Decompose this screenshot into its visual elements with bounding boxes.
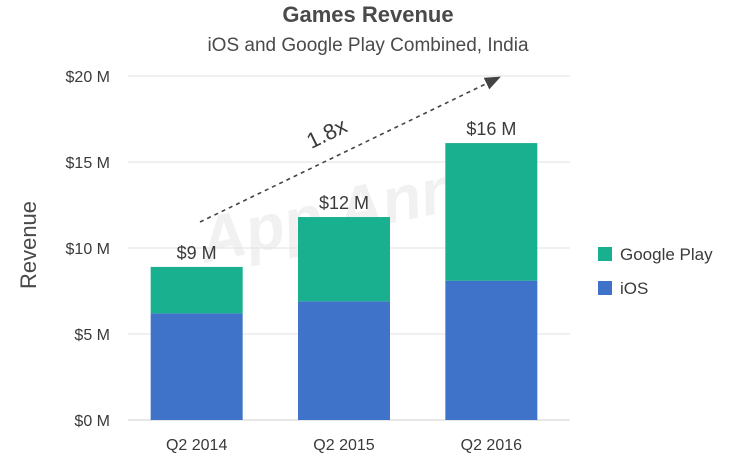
y-axis-label: Revenue (16, 201, 41, 289)
total-label: $16 M (466, 119, 516, 139)
x-tick-label: Q2 2015 (313, 437, 374, 454)
legend-label-google-play: Google Play (620, 245, 713, 264)
y-tick-label: $20 M (66, 69, 110, 86)
bar-google-play (150, 266, 243, 314)
chart-subtitle: iOS and Google Play Combined, India (207, 35, 529, 56)
x-axis-ticks: Q2 2014 Q2 2015 Q2 2016 (166, 437, 522, 454)
y-tick-label: $10 M (66, 241, 110, 258)
bar-google-play (298, 217, 390, 302)
y-tick-label: $5 M (74, 327, 110, 344)
total-label: $12 M (319, 193, 369, 213)
legend: Google Play iOS (598, 245, 713, 298)
bars (150, 143, 538, 420)
bar-ios (298, 301, 390, 420)
bar-ios (150, 313, 243, 420)
x-tick-label: Q2 2014 (166, 437, 227, 454)
legend-label-ios: iOS (620, 279, 648, 298)
growth-arrow (199, 76, 501, 223)
bar-google-play (445, 143, 538, 281)
chart-title: Games Revenue (282, 2, 453, 27)
y-tick-label: $0 M (74, 413, 110, 430)
x-tick-label: Q2 2016 (461, 437, 522, 454)
y-axis-ticks: $0 M $5 M $10 M $15 M $20 M (66, 69, 110, 430)
total-label: $9 M (177, 243, 217, 263)
y-tick-label: $15 M (66, 155, 110, 172)
legend-swatch-google-play (598, 247, 612, 261)
bar-ios (445, 280, 538, 420)
legend-swatch-ios (598, 281, 612, 295)
growth-label: 1.8x (303, 113, 351, 154)
total-labels: $9 M $12 M $16 M (177, 119, 517, 263)
